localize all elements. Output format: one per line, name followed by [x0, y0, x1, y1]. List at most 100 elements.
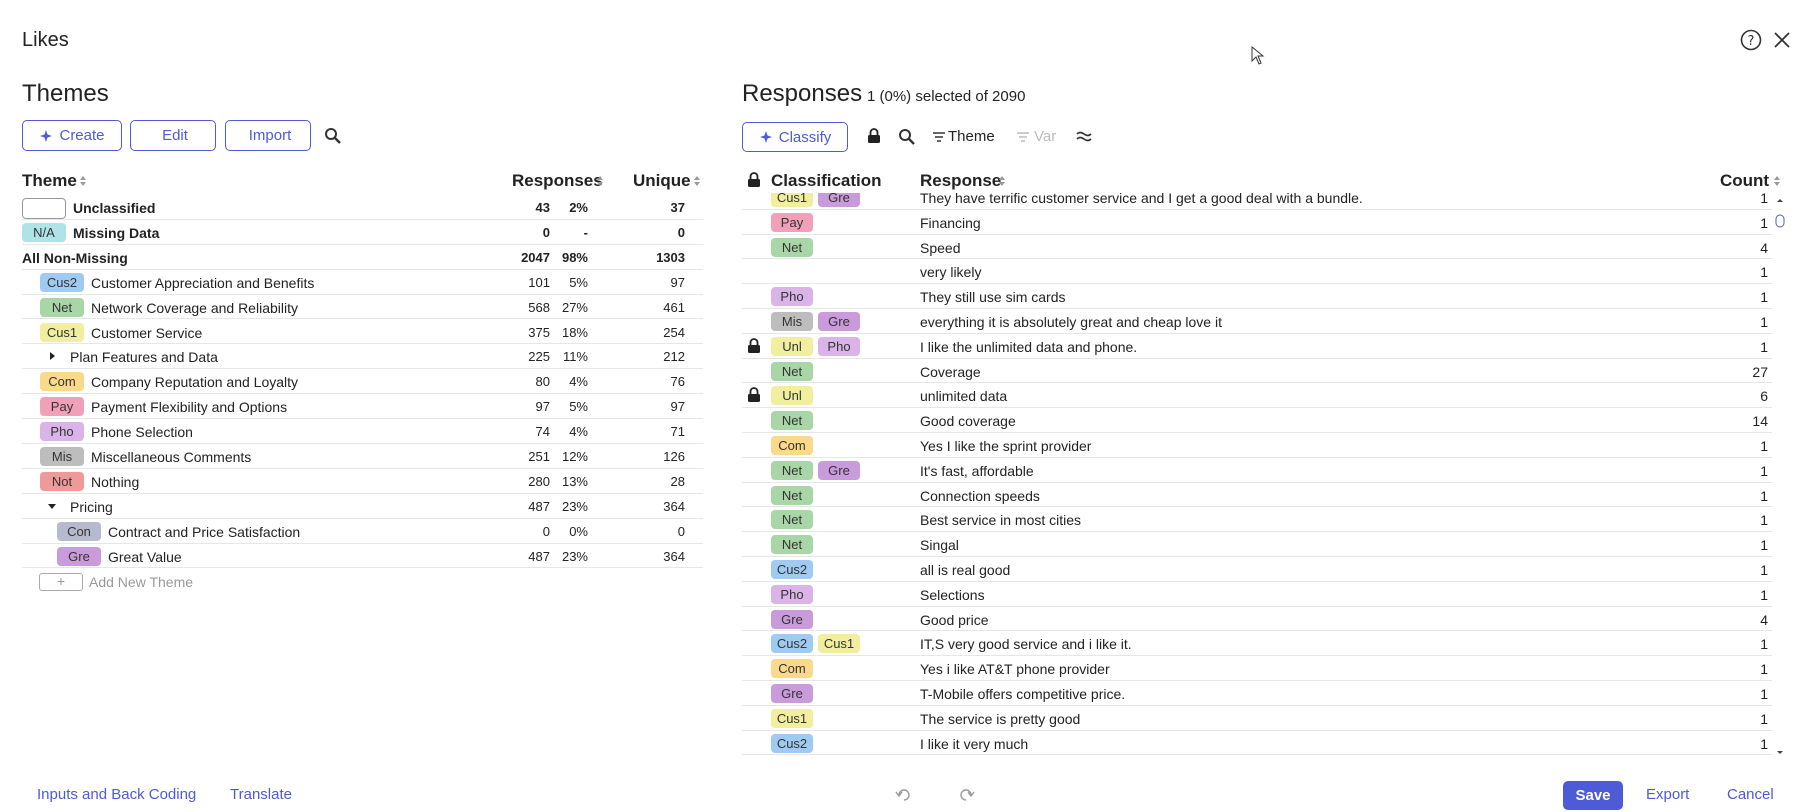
undo-redo[interactable] — [895, 787, 975, 803]
search-icon[interactable] — [898, 128, 916, 146]
theme-tag: Cus1 — [40, 322, 84, 342]
response-row[interactable]: Net Best service in most cities 1 — [742, 507, 1772, 533]
theme-row[interactable]: Cus1 Customer Service 375 18% 254 — [22, 320, 703, 345]
response-row[interactable]: Net Singal 1 — [742, 532, 1772, 557]
theme-percent: 27% — [561, 299, 588, 315]
response-text: I like it very much — [920, 735, 1029, 752]
theme-button[interactable]: Create — [22, 120, 122, 151]
scrollbar[interactable] — [1774, 196, 1786, 758]
theme-button[interactable]: Import — [225, 120, 311, 151]
theme-row[interactable]: Pay Payment Flexibility and Options 97 5% 97 — [22, 394, 703, 420]
theme-unique: 0 — [677, 523, 685, 539]
response-tag: Pho — [771, 287, 813, 307]
response-row[interactable]: Cus2 I like it very much 1 — [742, 731, 1772, 756]
response-tag: Gre — [818, 193, 860, 207]
theme-tag: Pho — [40, 422, 84, 442]
theme-row[interactable]: Cus2 Customer Appreciation and Benefits 10… — [22, 270, 703, 295]
cursor — [1251, 46, 1265, 65]
theme-row[interactable]: Net Network Coverage and Reliability 568 27… — [22, 295, 703, 320]
response-row[interactable]: Net Connection speeds 1 — [742, 483, 1772, 508]
theme-row[interactable]: Pricing 487 23% 364 — [22, 494, 703, 519]
button-label[interactable]: Classify — [778, 128, 832, 146]
save-button[interactable]: Save — [1563, 781, 1623, 810]
response-text: They still use sim cards — [920, 289, 1066, 306]
footer-link[interactable]: Cancel — [1727, 786, 1774, 803]
expander[interactable] — [47, 351, 57, 361]
response-row[interactable]: Pay Financing 1 — [742, 210, 1772, 235]
response-row[interactable]: Com Yes i like AT&T phone provider 1 — [742, 656, 1772, 681]
sort-icon[interactable] — [595, 174, 605, 188]
response-row[interactable]: Unl unlimited data 6 — [742, 383, 1772, 409]
response-row[interactable]: Pho They still use sim cards 1 — [742, 284, 1772, 309]
filter-var: Var — [1034, 128, 1057, 145]
theme-unique: 76 — [670, 374, 685, 390]
theme-row[interactable]: Pho Phone Selection 74 4% 71 — [22, 419, 703, 444]
theme-unique: 37 — [670, 200, 685, 215]
response-row[interactable]: Net Good coverage 14 — [742, 408, 1772, 433]
response-tag: Com — [771, 436, 813, 455]
theme-row[interactable]: Gre Great Value 487 23% 364 — [22, 544, 703, 569]
filter-theme[interactable]: Theme — [948, 128, 995, 145]
response-text: Best service in most cities — [920, 512, 1082, 529]
response-row[interactable]: Cus2 all is real good 1 — [742, 557, 1772, 582]
theme-percent: 4% — [569, 424, 588, 440]
response-row[interactable]: Cus1 The service is pretty good 1 — [742, 706, 1772, 731]
theme-row[interactable]: Not Nothing 280 13% 28 — [22, 469, 703, 494]
button-label[interactable]: Import — [248, 127, 292, 144]
response-row[interactable]: Pho Selections 1 — [742, 582, 1772, 607]
theme-button[interactable]: Edit — [130, 120, 216, 151]
window-icons[interactable]: ? — [1740, 28, 1800, 52]
theme-row[interactable]: Com Company Reputation and Loyalty 80 4% 76 — [22, 369, 703, 395]
theme-unique: 1303 — [656, 249, 685, 265]
sort-icon[interactable] — [997, 174, 1007, 188]
footer-link[interactable]: Translate — [230, 786, 292, 803]
response-row[interactable]: Gre Good price 4 — [742, 607, 1772, 632]
sparkle-icon — [40, 129, 53, 142]
theme-tag: Mis — [40, 447, 84, 466]
theme-row[interactable]: Unclassified 43 2% 37 — [22, 195, 703, 220]
theme-count: 97 — [535, 399, 550, 415]
column-header: Responses — [512, 171, 603, 190]
search-icon[interactable] — [324, 127, 342, 145]
sort-icon[interactable] — [692, 174, 702, 188]
button-label[interactable]: Edit — [162, 127, 188, 144]
response-row[interactable]: Net Speed 4 — [742, 235, 1772, 260]
theme-unique: 212 — [663, 349, 685, 365]
response-count: 1 — [1760, 289, 1768, 306]
response-count: 14 — [1752, 413, 1768, 430]
footer-link[interactable]: Export — [1646, 786, 1690, 803]
response-row[interactable]: Cus2 Cus1 IT,S very good service and i lik… — [742, 631, 1772, 657]
approx-icon[interactable] — [1076, 129, 1092, 143]
response-row[interactable]: very likely 1 — [742, 259, 1772, 285]
theme-row[interactable]: Plan Features and Data 225 11% 212 — [22, 344, 703, 370]
classify-button[interactable]: Classify — [742, 122, 848, 152]
response-tag: Cus1 — [818, 634, 860, 654]
response-row[interactable]: Unl Pho I like the unlimited data and phon… — [742, 334, 1772, 359]
theme-row[interactable]: All Non-Missing 2047 98% 1303 — [22, 245, 703, 270]
add-theme-label[interactable]: Add New Theme — [89, 573, 194, 590]
add-theme-box[interactable]: + — [39, 572, 83, 591]
response-row[interactable]: Mis Gre everything it is absolutely great … — [742, 309, 1772, 334]
button-label[interactable]: Create — [59, 127, 105, 144]
response-text: Singal — [920, 537, 959, 554]
footer-link[interactable]: Inputs and Back Coding — [37, 786, 197, 803]
response-tag: Net — [771, 361, 813, 381]
response-count: 6 — [1760, 388, 1768, 405]
column-header: Theme — [22, 171, 77, 190]
response-row[interactable]: Net Gre It's fast, affordable 1 — [742, 458, 1772, 483]
response-text: Good coverage — [920, 413, 1016, 430]
response-row[interactable]: Gre T-Mobile offers competitive price. 1 — [742, 681, 1772, 706]
response-row[interactable]: Com Yes I like the sprint provider 1 — [742, 433, 1772, 458]
sort-icon[interactable] — [1772, 174, 1782, 188]
response-row[interactable]: Net Coverage 27 — [742, 359, 1772, 384]
response-row[interactable]: Cus1 Gre They have terrific customer servi… — [742, 193, 1772, 210]
expander[interactable] — [47, 501, 57, 511]
theme-percent: 0% — [569, 523, 588, 539]
filter-icon[interactable] — [932, 130, 946, 144]
theme-row[interactable]: Con Contract and Price Satisfaction 0 0% 0 — [22, 519, 703, 544]
response-count: 1 — [1760, 562, 1768, 578]
plus-icon: + — [56, 572, 66, 589]
sort-icon[interactable] — [78, 174, 88, 188]
theme-row[interactable]: N/A Missing Data 0 - 0 — [22, 220, 703, 245]
theme-row[interactable]: Mis Miscellaneous Comments 251 12% 126 — [22, 444, 703, 469]
